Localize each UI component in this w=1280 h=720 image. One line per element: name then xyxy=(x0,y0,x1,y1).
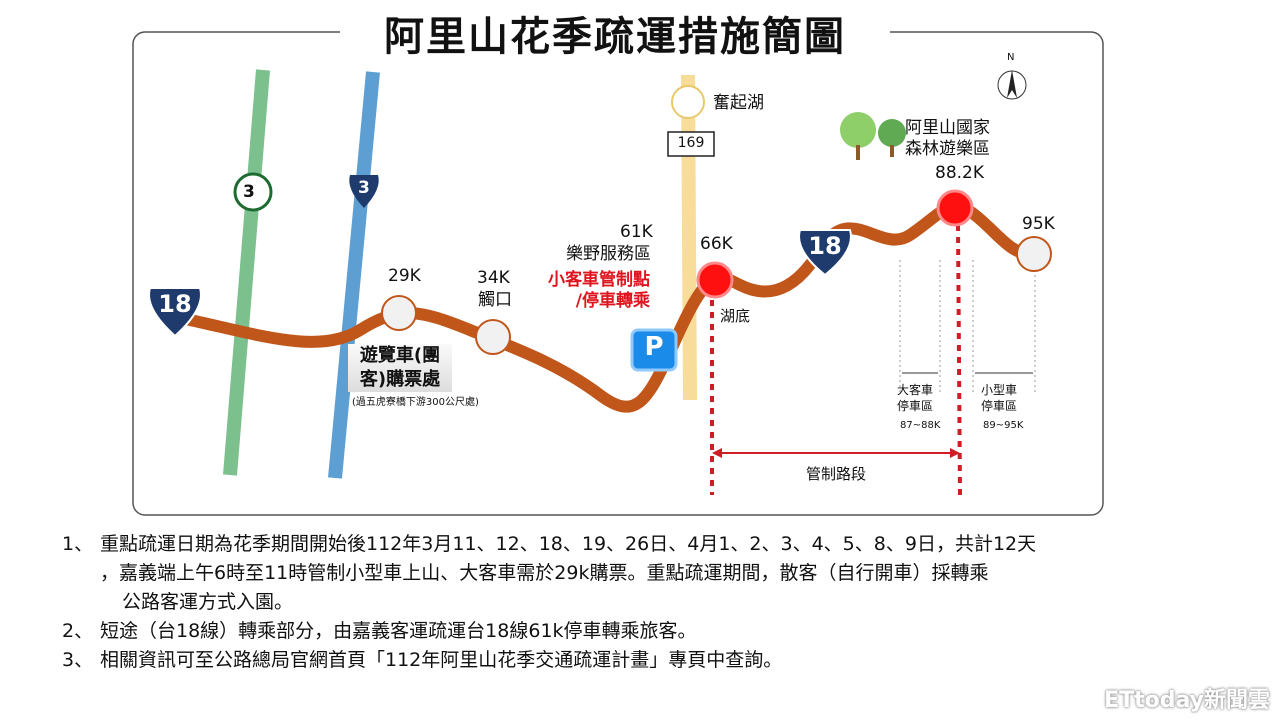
route-169-line xyxy=(681,74,697,401)
route-18-left-number: 18 xyxy=(158,290,192,318)
29k-label: 29K xyxy=(388,266,421,286)
61k-name: 樂野服務區 xyxy=(566,244,651,264)
note-1: 1、 重點疏運日期為花季期間開始後112年3月11、12、18、19、26日、4月… xyxy=(62,533,1037,555)
booth-note: (過五虎寮橋下游300公尺處) xyxy=(352,397,479,408)
95k-label: 95K xyxy=(1022,214,1055,234)
prov-highway-3-line xyxy=(223,69,270,476)
route-169-sign xyxy=(667,131,715,157)
control-section-label: 管制路段 xyxy=(806,465,867,483)
61k-label: 61K xyxy=(620,222,653,242)
marker-95k xyxy=(1016,236,1052,272)
parking-icon xyxy=(630,328,678,372)
marker-66k xyxy=(696,261,734,299)
trees-icon xyxy=(840,112,906,160)
route-18-right-number: 18 xyxy=(808,232,842,260)
lake-label: 奮起湖 xyxy=(713,93,764,113)
booth-label: 遊覽車(團 客)購票處 xyxy=(348,344,452,392)
note-1-cont: ，嘉義端上午6時至11時管制小型車上山、大客車需於29k購票。重點疏運期間，散客… xyxy=(100,562,989,584)
marker-29k xyxy=(381,295,417,331)
compass-icon xyxy=(997,70,1027,100)
notes: 1、 重點疏運日期為花季期間開始後112年3月11、12、18、19、26日、4月… xyxy=(62,530,1242,675)
nat-3-number: 3 xyxy=(358,178,370,198)
note-2: 2、 短途（台18線）轉乘部分，由嘉義客運疏運台18線61k停車轉乘旅客。 xyxy=(62,620,697,642)
route-18-shield-right-icon xyxy=(798,229,852,277)
bus-parking-label: 大客車 停車區 xyxy=(897,383,934,413)
88k-label: 88.2K xyxy=(935,163,984,183)
note-3: 3、 相關資訊可至公路總局官網首頁「112年阿里山花季交通疏運計畫」專頁中查詢。 xyxy=(62,649,783,671)
66k-name: 湖底 xyxy=(720,307,751,325)
marker-88k xyxy=(936,189,974,227)
watermark-logo: ETtoday新聞雲 xyxy=(1104,688,1270,713)
34k-label: 34K xyxy=(477,268,510,288)
route-18-shield-left-icon xyxy=(148,287,202,338)
parking-guides xyxy=(899,260,1036,395)
parking-letter: P xyxy=(644,332,664,362)
car-parking-label: 小型車 停車區 xyxy=(981,383,1018,413)
compass-label: N xyxy=(1007,52,1015,63)
66k-label: 66K xyxy=(700,234,733,254)
route-169-number: 169 xyxy=(677,135,705,151)
prov-3-number: 3 xyxy=(243,182,255,202)
34k-name: 觸口 xyxy=(478,290,512,310)
national-highway-3-shield-icon xyxy=(349,175,379,208)
page-title: 阿里山花季疏運措施簡圖 xyxy=(340,4,890,62)
marker-lake xyxy=(671,85,705,119)
national-highway-3-line xyxy=(328,71,380,479)
bus-parking-range: 87~88K xyxy=(900,420,941,431)
prov-highway-3-flower-icon xyxy=(233,172,273,212)
park-label: 阿里山國家 森林遊樂區 xyxy=(905,118,990,159)
note-1-cont2: 公路客運方式入園。 xyxy=(122,591,294,613)
marker-34k xyxy=(475,319,511,355)
control-line-right xyxy=(956,224,962,496)
control-point-label: 小客車管制點 /停車轉乘 xyxy=(548,270,650,311)
car-parking-range: 89~95K xyxy=(983,420,1024,431)
